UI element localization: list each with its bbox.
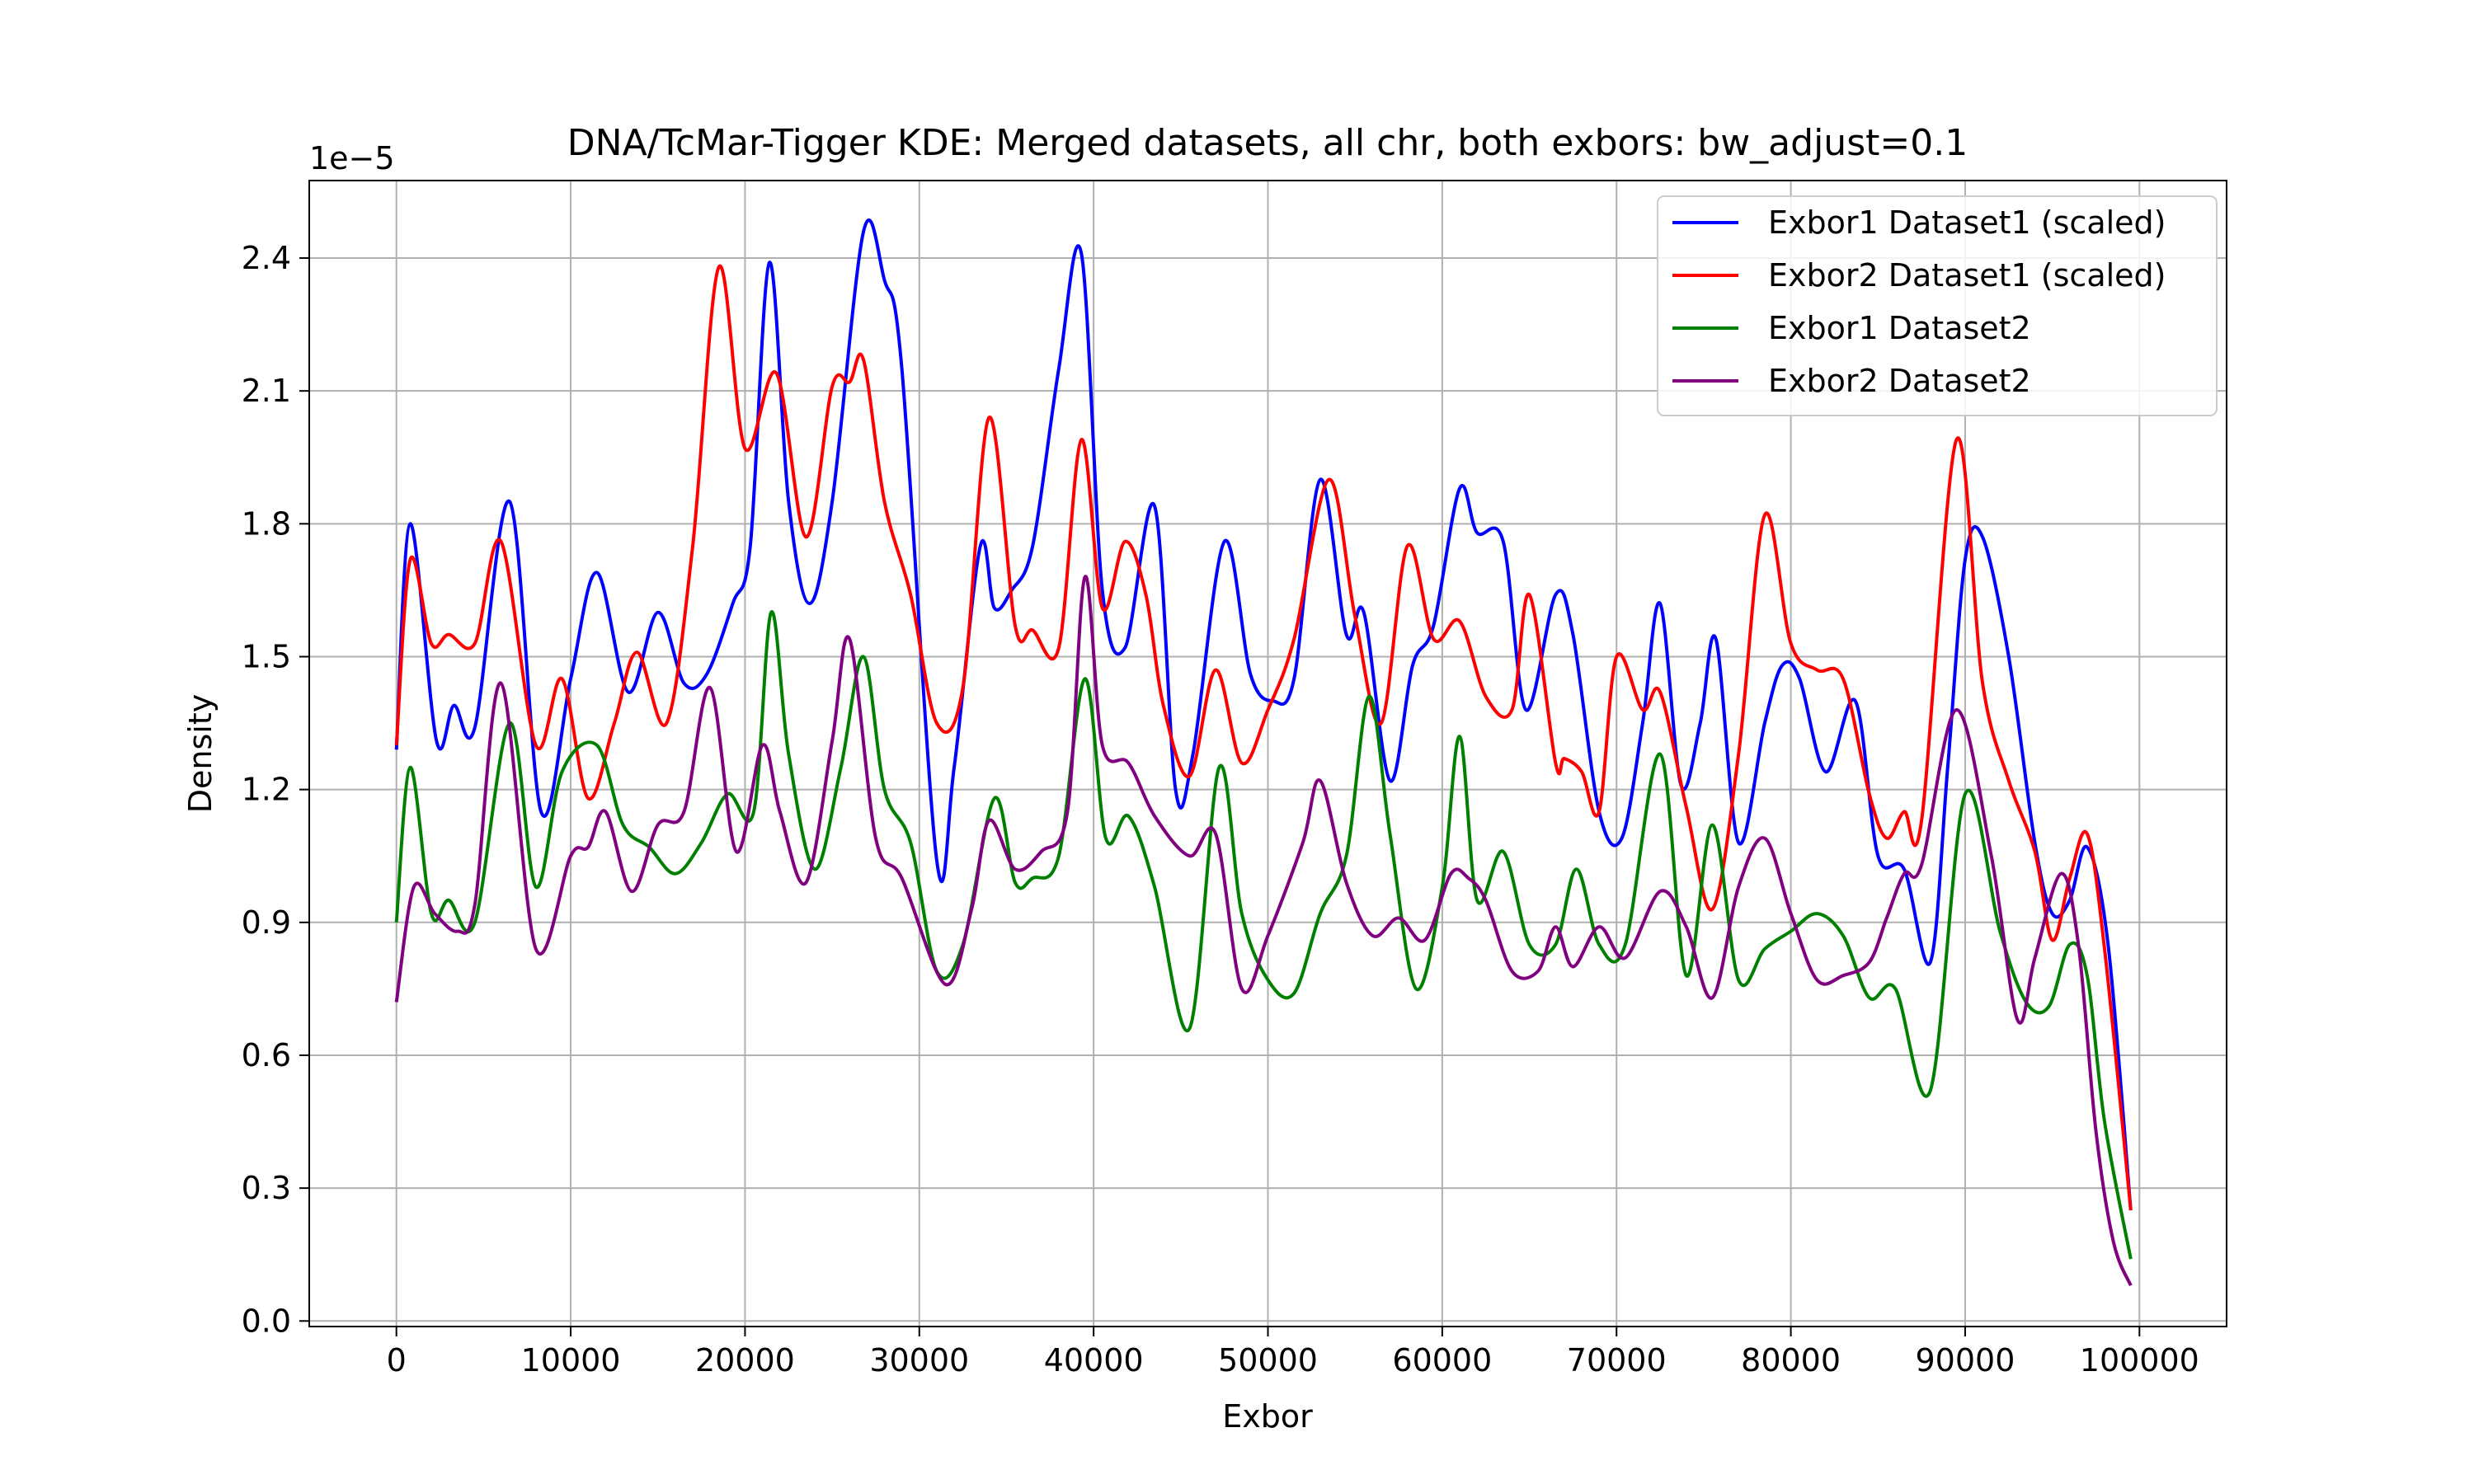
x-tick-label: 100000 bbox=[2080, 1342, 2199, 1378]
x-tick-label: 90000 bbox=[1916, 1342, 2015, 1378]
legend-box bbox=[1657, 195, 2218, 416]
x-axis-label: Exbor bbox=[1222, 1398, 1313, 1435]
legend-label: Exbor2 Dataset1 (scaled) bbox=[1768, 257, 2166, 294]
x-tick-label: 40000 bbox=[1044, 1342, 1144, 1378]
x-tick-label: 30000 bbox=[869, 1342, 969, 1378]
x-tick-label: 0 bbox=[387, 1342, 407, 1378]
series-line-4 bbox=[394, 575, 2133, 1287]
legend-label: Exbor1 Dataset2 bbox=[1768, 310, 2031, 346]
y-tick-label: 0.6 bbox=[242, 1037, 291, 1073]
y-tick-label: 1.5 bbox=[242, 638, 291, 674]
series-line-3 bbox=[394, 610, 2133, 1260]
y-axis: 0.0 0.3 0.6 0.9 1.2 1.5 1.8 2.1 2.4 bbox=[242, 240, 309, 1339]
x-tick-label: 50000 bbox=[1218, 1342, 1318, 1378]
y-tick-label: 1.8 bbox=[242, 505, 291, 542]
x-tick-label: 20000 bbox=[695, 1342, 795, 1378]
series-line-1 bbox=[394, 218, 2133, 1211]
y-tick-label: 2.4 bbox=[242, 240, 291, 276]
y-tick-label: 0.3 bbox=[242, 1170, 291, 1206]
series-line-2 bbox=[394, 264, 2133, 1211]
x-axis: 0 10000 20000 30000 40000 50000 60000 70000 8000… bbox=[387, 1327, 2199, 1378]
y-tick-label: 0.0 bbox=[242, 1303, 291, 1339]
x-tick-label: 10000 bbox=[521, 1342, 621, 1378]
legend-label: Exbor1 Dataset1 (scaled) bbox=[1768, 204, 2166, 241]
y-tick-label: 1.2 bbox=[242, 772, 291, 808]
x-tick-label: 80000 bbox=[1741, 1342, 1841, 1378]
x-tick-label: 70000 bbox=[1567, 1342, 1667, 1378]
legend: Exbor1 Dataset1 (scaled) Exbor2 Dataset1 … bbox=[1657, 195, 2218, 416]
y-tick-label: 0.9 bbox=[242, 904, 291, 941]
y-axis-label: Density bbox=[182, 694, 219, 813]
legend-label: Exbor2 Dataset2 bbox=[1768, 363, 2031, 399]
chart-title: DNA/TcMar-Tigger KDE: Merged datasets, a… bbox=[567, 122, 1968, 164]
y-scale-label: 1e−5 bbox=[309, 140, 395, 176]
x-tick-label: 60000 bbox=[1392, 1342, 1492, 1378]
series-lines bbox=[394, 218, 2133, 1287]
y-tick-label: 2.1 bbox=[242, 373, 291, 409]
